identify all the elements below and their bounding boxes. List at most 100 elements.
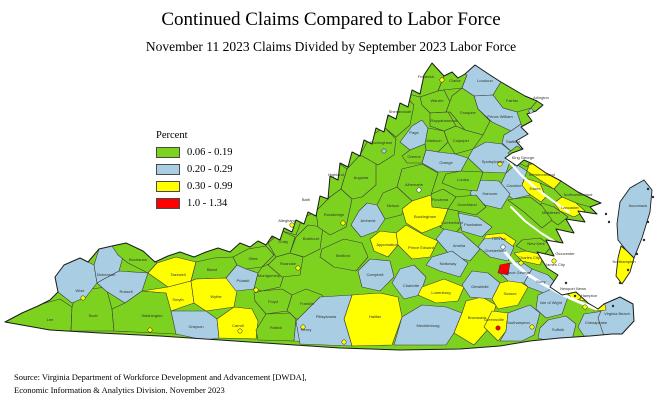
county-label-albemarle: Albemarle: [405, 182, 424, 187]
county-label-king-george: King George: [512, 155, 535, 160]
city-dot-radford: [253, 287, 259, 293]
county-label-goochland: Goochland: [457, 202, 476, 207]
county-label-dinwiddie: Dinwiddie: [471, 284, 489, 289]
county-label-suffolk: Suffolk: [552, 327, 564, 332]
county-label-pulaski: Pulaski: [237, 278, 250, 283]
county-label-isle-of-wight: Isle of Wight: [540, 300, 563, 305]
island-speck: [604, 212, 608, 216]
county-bedford: [319, 238, 369, 272]
county-label-greensville: Greensville: [484, 317, 505, 322]
county-label-amelia: Amelia: [453, 243, 466, 248]
island-speck: [646, 220, 650, 224]
county-label-virginia-beach: Virginia Beach: [604, 311, 630, 316]
county-campbell: [357, 258, 395, 292]
county-virginia-beach: [597, 296, 634, 337]
county-northampton: [615, 245, 635, 285]
county-label-roanoke: Roanoke: [280, 261, 297, 266]
legend-swatch-blue: [156, 164, 180, 175]
city-dot-martinsville: [300, 324, 306, 330]
county-label-louisa: Louisa: [457, 177, 470, 182]
county-southampton: [499, 304, 541, 342]
legend-swatch-yellow: [156, 181, 180, 192]
city-dot-harrisonburg: [381, 148, 387, 154]
county-label-cumberland: Cumberland: [441, 220, 463, 225]
source-line-1: Source: Virginia Department of Workforce…: [14, 372, 307, 382]
county-label-mecklenburg: Mecklenburg: [417, 323, 440, 328]
county-label-campbell: Campbell: [367, 272, 384, 277]
island-speck: [646, 187, 650, 191]
county-appomattox: [369, 230, 399, 258]
county-label-sussex: Sussex: [503, 291, 516, 296]
city-dot-galax: [237, 328, 243, 334]
county-label-craig: Craig: [278, 239, 288, 244]
county-label-giles: Giles: [248, 256, 257, 261]
county-label-montgomery: Montgomery: [258, 273, 280, 278]
county-label-orange: Orange: [439, 160, 453, 165]
legend-item-blue: 0.20 - 0.29: [156, 161, 233, 178]
city-dot-covington: [289, 222, 295, 228]
legend-label: 0.20 - 0.29: [187, 164, 233, 175]
city-dot-franklin-city: [529, 324, 535, 330]
city-dot-charlottesville: [416, 187, 422, 193]
county-label-wise: Wise: [76, 288, 86, 293]
county-label-caroline: Caroline: [507, 183, 523, 188]
county-label-hampton: Hampton: [581, 293, 597, 298]
island-speck: [626, 268, 630, 272]
island-speck: [618, 281, 622, 285]
county-label-hanover: Hanover: [482, 191, 498, 196]
county-lunenburg: [417, 278, 465, 304]
county-label-nottoway: Nottoway: [440, 261, 457, 266]
county-label-new-kent: New Kent: [527, 241, 545, 246]
county-louisa: [441, 170, 484, 192]
county-label-prince-william: Prince William: [487, 114, 513, 119]
county-label-clarke: Clarke: [449, 78, 461, 83]
city-dot-alexandria: [528, 108, 534, 114]
county-carroll: [216, 306, 259, 340]
city-dot-fredericksburg: [497, 161, 503, 167]
county-label-pittsylvania: Pittsylvania: [316, 314, 337, 319]
county-halifax: [343, 292, 403, 347]
county-label-tazewell: Tazewell: [170, 272, 185, 277]
legend-label: 0.06 - 0.19: [187, 147, 233, 158]
james-river: [503, 250, 598, 311]
city-dot-portsmouth: [582, 304, 588, 310]
legend-title: Percent: [156, 130, 188, 141]
county-label-nelson: Nelson: [387, 203, 399, 208]
city-dot-richmond-city: [500, 244, 506, 250]
island-speck: [635, 252, 639, 256]
island-speck: [642, 238, 646, 242]
county-label-westmoreland: Westmoreland: [529, 172, 555, 177]
county-label-lancaster: Lancaster: [561, 205, 579, 210]
county-label-brunswick: Brunswick: [468, 315, 486, 320]
county-label-accomack: Accomack: [629, 203, 647, 208]
city-dot-bristol: [147, 327, 153, 333]
county-powhatan: [457, 212, 493, 238]
county-hanover: [469, 179, 511, 210]
legend-item-yellow: 0.30 - 0.99: [156, 178, 233, 195]
county-label-rappahannock: Rappahannock: [431, 118, 458, 123]
rappahannock-river: [505, 157, 571, 214]
county-label-botetourt: Botetourt: [303, 236, 320, 241]
county-label-fairfax: Fairfax: [506, 98, 518, 103]
city-dot-norton: [80, 295, 86, 301]
legend-item-red: 1.0 - 1.34: [156, 195, 233, 212]
county-amherst: [350, 202, 386, 238]
island-speck: [611, 304, 615, 308]
city-dot-emporia: [495, 325, 501, 331]
county-label-highland: Highland: [328, 172, 344, 177]
source-line-2: Economic Information & Analytics Divisio…: [14, 384, 225, 395]
county-accomack: [616, 179, 653, 259]
county-king-and-queen: [507, 196, 553, 229]
legend-item-green: 0.06 - 0.19: [156, 144, 233, 161]
county-label-frederick: Frederick: [418, 74, 435, 79]
city-dot-roanoke-city: [295, 265, 301, 271]
county-label-prince-edward: Prince Edward: [408, 245, 434, 250]
city-dot-winchester: [439, 77, 445, 83]
county-orange: [421, 149, 469, 173]
county-label-washington: Washington: [142, 313, 163, 318]
county-label-chesapeake: Chesapeake: [585, 320, 608, 325]
county-label-russell: Russell: [119, 289, 132, 294]
county-label-wythe: Wythe: [210, 294, 222, 299]
county-label-grayson: Grayson: [188, 324, 203, 329]
county-label-augusta: Augusta: [354, 175, 369, 180]
